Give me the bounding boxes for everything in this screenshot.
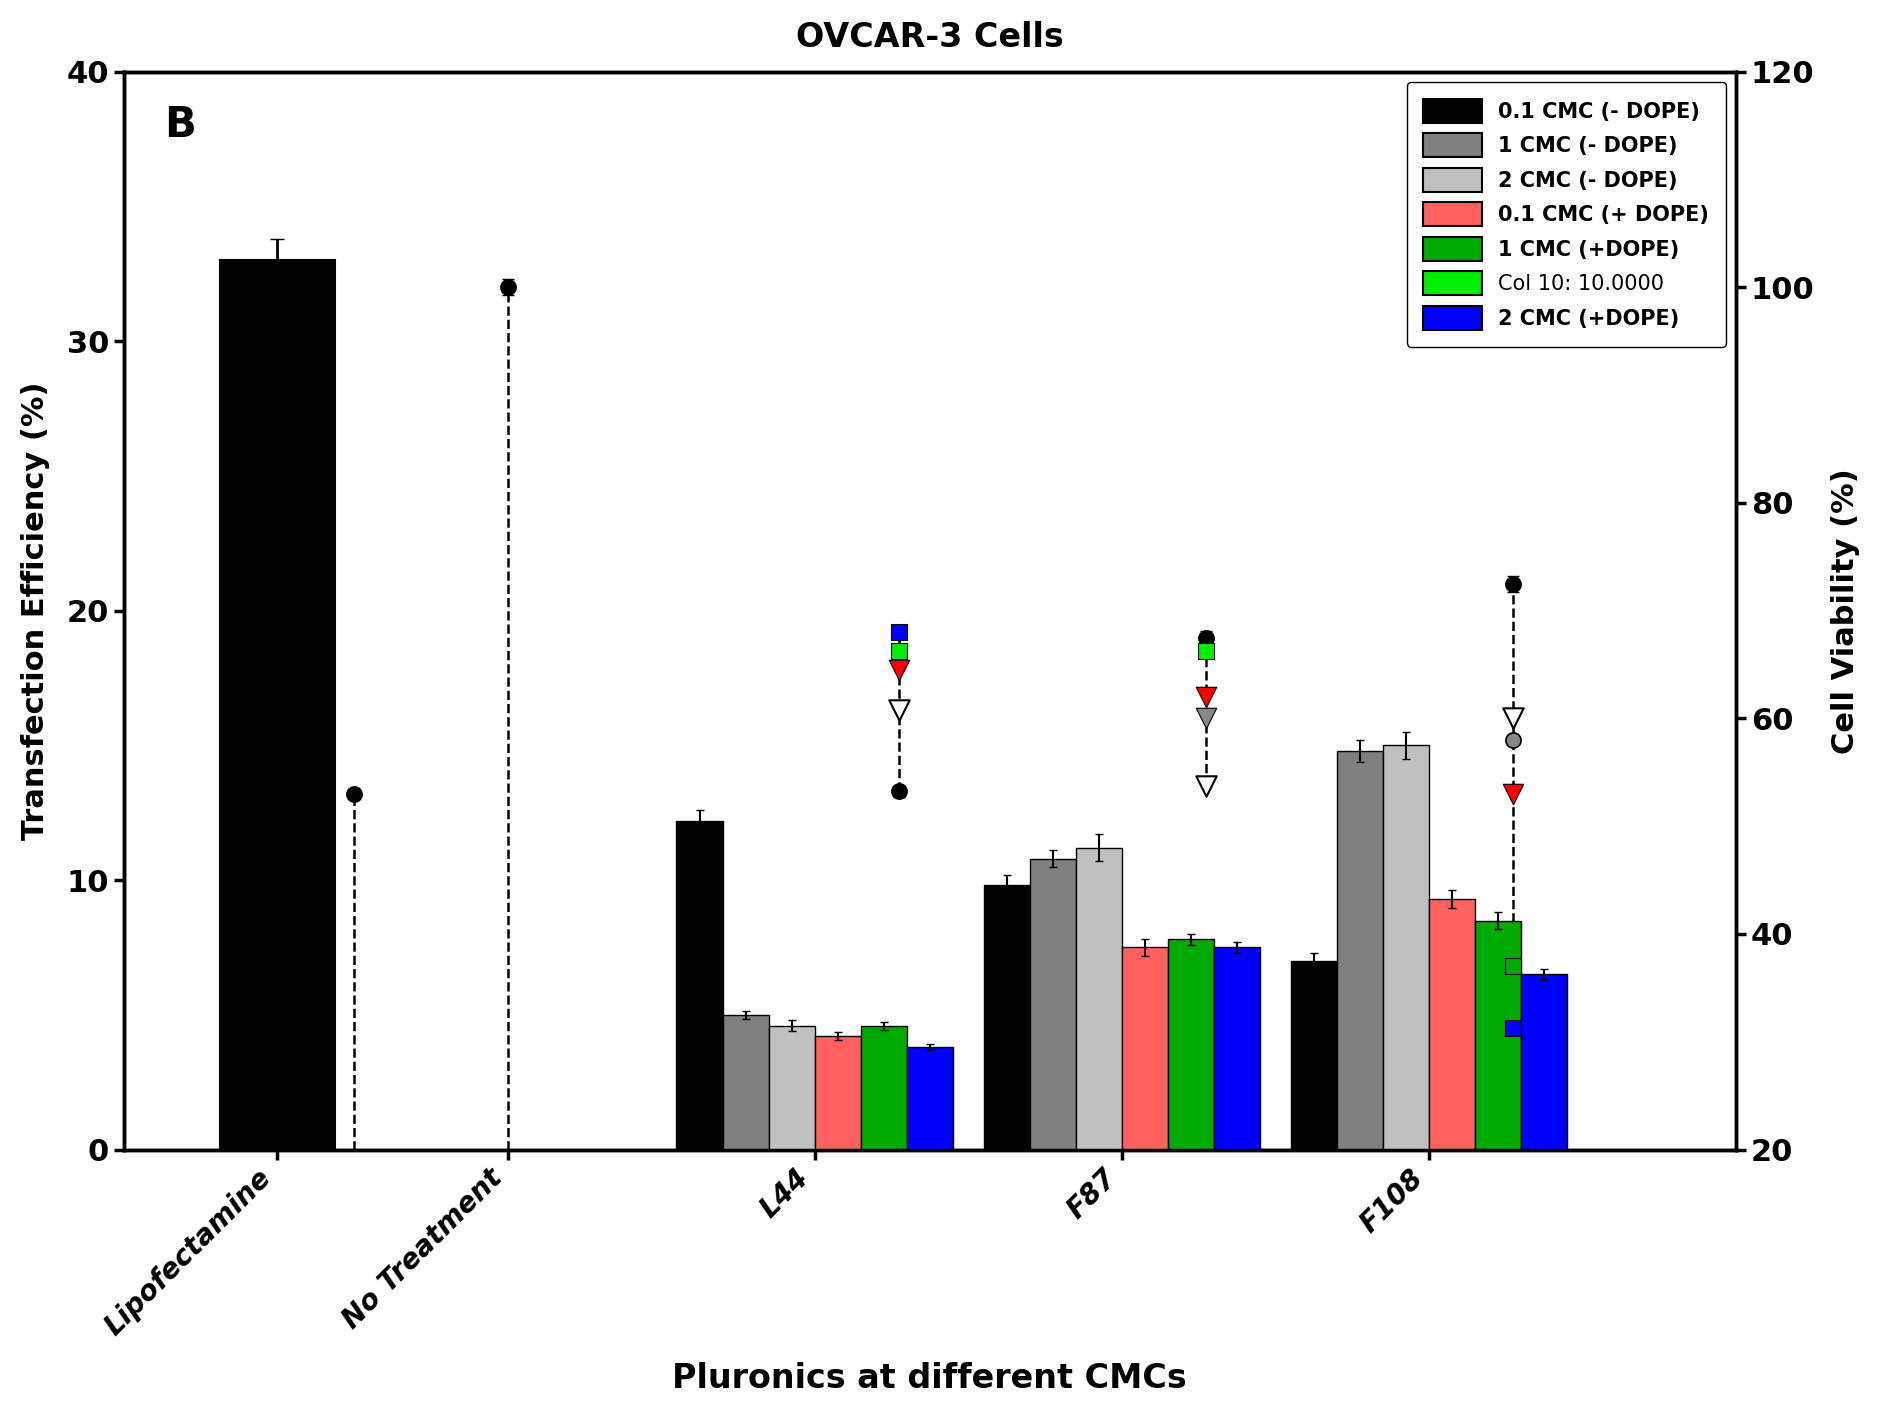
Bar (677, 821, 722, 1150)
X-axis label: Pluronics at different CMCs: Pluronics at different CMCs (673, 1362, 1186, 1395)
Y-axis label: Transfection Efficiency (%): Transfection Efficiency (%) (21, 381, 49, 840)
Point (493, 276, 523, 299)
Point (1190, 707, 1220, 729)
Point (1498, 729, 1528, 752)
Point (884, 640, 914, 663)
Bar (983, 885, 1028, 1150)
Point (1498, 572, 1528, 595)
Bar (1382, 745, 1429, 1150)
Bar (220, 261, 335, 1150)
Bar (1028, 858, 1075, 1150)
Bar (1429, 899, 1474, 1150)
Bar (1167, 939, 1213, 1150)
Bar (722, 1015, 769, 1150)
Point (1190, 685, 1220, 708)
Y-axis label: Cell Viability (%): Cell Viability (%) (1831, 467, 1859, 753)
Point (1190, 640, 1220, 663)
Point (884, 658, 914, 681)
Bar (906, 1048, 953, 1150)
Point (884, 700, 914, 722)
Bar (769, 1025, 814, 1150)
Bar (861, 1025, 906, 1150)
Point (1498, 783, 1528, 806)
Point (1498, 707, 1528, 729)
Point (1498, 1017, 1528, 1039)
Bar (1213, 947, 1260, 1150)
Point (1190, 775, 1220, 797)
Bar (1474, 920, 1521, 1150)
Point (884, 620, 914, 643)
Bar (814, 1037, 861, 1150)
Point (1498, 954, 1528, 977)
Point (338, 783, 368, 806)
Bar (1290, 961, 1337, 1150)
Title: OVCAR-3 Cells: OVCAR-3 Cells (795, 21, 1064, 54)
Bar (1120, 947, 1167, 1150)
Bar (1337, 750, 1382, 1150)
Text: B: B (164, 105, 196, 146)
Legend: 0.1 CMC (- DOPE), 1 CMC (- DOPE), 2 CMC (- DOPE), 0.1 CMC (+ DOPE), 1 CMC (+DOPE: 0.1 CMC (- DOPE), 1 CMC (- DOPE), 2 CMC … (1406, 82, 1724, 347)
Bar (1521, 974, 1566, 1150)
Bar (1075, 848, 1120, 1150)
Point (1190, 626, 1220, 649)
Point (884, 780, 914, 803)
